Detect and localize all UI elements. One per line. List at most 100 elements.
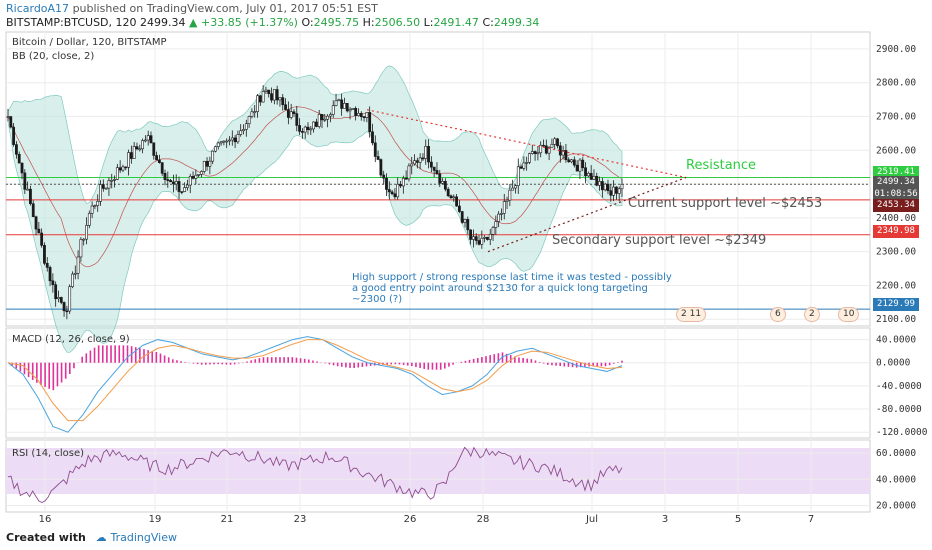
candle	[486, 236, 489, 240]
candle	[284, 104, 287, 110]
candle	[343, 103, 346, 109]
event-flag[interactable]: 2 11	[676, 307, 707, 322]
macd-tick-label: 0.0000	[876, 358, 911, 369]
countdown-label: 01:08:56	[873, 188, 919, 201]
candle	[348, 109, 352, 112]
candle	[519, 166, 523, 169]
x-tick-label: 23	[293, 514, 307, 525]
macd-plot	[7, 336, 623, 433]
candle	[214, 146, 217, 152]
candle	[17, 153, 21, 164]
candle	[376, 156, 380, 160]
candle	[556, 138, 559, 147]
candle	[390, 191, 394, 195]
candle	[427, 146, 430, 163]
candle	[598, 181, 601, 186]
candle	[183, 187, 187, 192]
author-link[interactable]: RicardoA17	[6, 2, 70, 15]
candle	[505, 199, 509, 202]
candle	[544, 145, 548, 154]
macd-pane-border	[5, 327, 871, 439]
candle	[309, 128, 313, 131]
candle	[233, 137, 237, 143]
candle	[194, 174, 198, 179]
last-price: 2499.34	[140, 16, 186, 29]
candle	[73, 272, 77, 275]
bb-title: BB (20, close, 2)	[12, 51, 95, 62]
candle	[592, 175, 596, 180]
price-tick-label: 2900.00	[876, 44, 916, 55]
candle	[12, 126, 16, 145]
candle	[326, 115, 330, 120]
candle	[387, 189, 391, 193]
x-tick-label: 5	[734, 514, 742, 525]
high-support-note-1: High support / strong response last time…	[352, 272, 672, 283]
price-tick-label: 2200.00	[876, 280, 916, 291]
change-arrow-icon: ▲	[189, 16, 198, 29]
candle	[312, 121, 315, 130]
candle	[20, 162, 24, 174]
close-value: 2499.34	[493, 16, 540, 29]
last-price-label: 2499.34	[873, 176, 919, 189]
candle	[449, 195, 453, 198]
x-tick-label: 21	[220, 514, 234, 525]
price-pane-border	[5, 31, 871, 327]
candle	[550, 144, 554, 148]
candle	[239, 130, 243, 135]
horizontal-levels	[6, 177, 870, 310]
rsi-title: RSI (14, close)	[12, 448, 85, 459]
price-pane-title: Bitcoin / Dollar, 120, BITSTAMP	[12, 37, 167, 48]
candle	[90, 205, 94, 214]
candle	[418, 157, 422, 163]
candle	[438, 173, 442, 184]
macd-tick-label: -40.0000	[876, 381, 922, 392]
candle	[359, 113, 363, 118]
candle	[169, 180, 173, 183]
event-flag[interactable]: 6	[770, 307, 786, 322]
event-flag[interactable]: 10	[838, 307, 860, 322]
candle	[429, 161, 433, 168]
candle	[272, 89, 276, 101]
candle	[286, 109, 290, 118]
candle	[303, 126, 307, 133]
candle	[118, 167, 122, 171]
candle	[368, 112, 372, 133]
candle	[553, 138, 557, 145]
candle	[45, 263, 49, 268]
candle	[129, 152, 133, 159]
candle	[205, 161, 209, 167]
candle	[373, 142, 377, 157]
event-flag[interactable]: 2	[804, 307, 820, 322]
secondary-price-label: 2349.98	[873, 225, 919, 238]
rsi-tick-label: 40.0000	[876, 474, 916, 485]
candle	[530, 151, 534, 154]
candle	[278, 97, 282, 101]
high-support-note-2: a good entry point around $2130 for a qu…	[352, 283, 648, 294]
candle	[110, 179, 114, 182]
candle	[474, 236, 478, 241]
candle	[564, 150, 568, 161]
candle	[275, 89, 279, 101]
candle	[581, 159, 585, 169]
candle	[528, 153, 531, 163]
header-line-1: RicardoA17 published on TradingView.com,…	[6, 2, 378, 15]
resistance-trendline	[366, 109, 687, 179]
candle	[166, 179, 170, 181]
close-label: C:	[482, 16, 494, 29]
candle	[219, 141, 223, 144]
candle	[244, 123, 248, 130]
x-tick-label: 3	[661, 514, 669, 525]
candle	[586, 173, 590, 177]
candle	[101, 184, 105, 189]
tradingview-brand[interactable]: TradingView	[110, 531, 177, 544]
candle	[379, 159, 383, 176]
candle	[480, 237, 484, 245]
open-label: O:	[301, 16, 314, 29]
candle	[253, 111, 257, 113]
candle	[407, 165, 411, 180]
candle	[435, 170, 439, 175]
candle	[107, 180, 111, 189]
candle	[494, 221, 498, 228]
candle	[455, 196, 458, 207]
